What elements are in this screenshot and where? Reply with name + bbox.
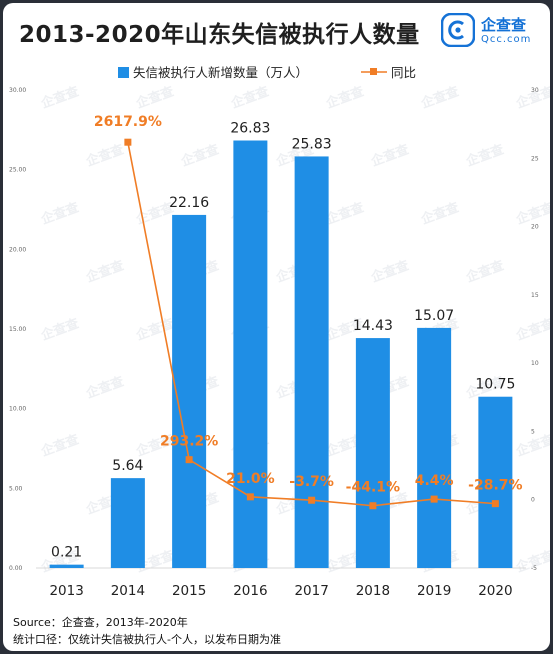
watermark-text: 企查查	[133, 315, 177, 344]
yoy-value-label: 2617.9%	[94, 114, 162, 130]
combo-chart: 企查查 企查查 企查查 企查查 企查查 企查查企查查 企查查 企查查 企查查 企查查企查查 企查查企…	[9, 65, 550, 599]
bar-value-label: 22.16	[169, 195, 209, 211]
left-axis-tick-label: 15.00	[9, 326, 26, 333]
yoy-point	[246, 493, 254, 501]
watermark-text: 企查查	[178, 141, 222, 170]
bar	[233, 140, 268, 568]
category-label: 2015	[172, 583, 206, 599]
yoy-point	[369, 502, 377, 510]
watermark-text: 企查查	[228, 83, 272, 112]
watermark-text: 企查查	[368, 141, 412, 170]
left-axis-tick-label: 10.00	[9, 406, 26, 413]
bar-value-label: 10.75	[475, 377, 515, 393]
left-axis-tick-label: 20.00	[9, 246, 26, 253]
bar-value-label: 15.07	[414, 308, 454, 324]
qcc-logo-icon	[441, 13, 475, 47]
bar	[294, 156, 329, 568]
category-label: 2020	[478, 583, 512, 599]
right-axis-tick-label: 20	[531, 224, 539, 231]
method-note: 统计口径：仅统计失信被执行人-个人，以发布日期为准	[13, 633, 281, 646]
category-label: 2014	[111, 583, 145, 599]
yoy-value-label: -28.7%	[468, 478, 522, 494]
left-axis-tick-label: 5.00	[9, 485, 23, 492]
yoy-value-label: 293.2%	[160, 434, 218, 450]
category-label: 2016	[233, 583, 267, 599]
yoy-value-label: 21.0%	[226, 471, 275, 487]
yoy-point	[430, 495, 438, 503]
yoy-value-label: 4.4%	[415, 473, 454, 489]
watermark-text: 企查查	[38, 199, 82, 228]
watermark-text: 企查查	[38, 431, 82, 460]
watermark-text: 企查查	[513, 315, 550, 344]
legend-bar-swatch	[118, 67, 129, 78]
left-axis-tick-label: 0.00	[9, 565, 23, 572]
yoy-point	[308, 496, 316, 504]
legend-line-marker	[370, 68, 377, 75]
chart-card: 2013-2020年山东失信被执行人数量 企查查 Qcc.com 企查查 企查查企…	[3, 3, 550, 651]
category-label: 2017	[294, 583, 328, 599]
right-axis-tick-label: 25	[531, 155, 539, 162]
yoy-point	[491, 500, 499, 508]
yoy-value-label: -3.7%	[289, 474, 334, 490]
bar-value-label: 25.83	[292, 136, 332, 152]
chart-title: 2013-2020年山东失信被执行人数量	[19, 22, 420, 48]
watermark-text: 企查查	[38, 83, 82, 112]
watermark-text: 企查查	[83, 257, 127, 286]
bar-value-label: 5.64	[112, 458, 143, 474]
watermark-text: 企查查	[83, 141, 127, 170]
watermark-text: 企查查	[368, 257, 412, 286]
watermark-text: 企查查	[83, 373, 127, 402]
category-label: 2019	[417, 583, 451, 599]
left-axis-tick-label: 25.00	[9, 167, 26, 174]
bar	[417, 327, 452, 568]
right-axis-tick-label: 5	[531, 428, 535, 435]
bar	[355, 338, 390, 568]
qcc-logo: 企查查 Qcc.com	[441, 11, 545, 51]
right-axis-tick-label: 0	[531, 497, 535, 504]
bar	[49, 564, 84, 568]
watermark-text: 企查查	[133, 83, 177, 112]
watermark-text: 企查查	[418, 199, 462, 228]
left-axis-tick-label: 30.00	[9, 87, 26, 94]
bar	[478, 396, 513, 568]
watermark-text: 企查查	[463, 257, 507, 286]
bar	[110, 478, 145, 568]
logo-sub: Qcc.com	[481, 34, 532, 45]
watermark-text: 企查查	[418, 83, 462, 112]
yoy-point	[185, 456, 193, 464]
watermark-text: 企查查	[463, 141, 507, 170]
bar-value-label: 0.21	[51, 545, 82, 561]
watermark-text: 企查查	[323, 83, 367, 112]
source-note: Source：企查查，2013年-2020年	[13, 616, 188, 629]
watermark-text: 企查查	[323, 199, 367, 228]
category-label: 2018	[356, 583, 390, 599]
right-axis-tick-label: 10	[531, 360, 539, 367]
legend-line-label: 同比	[391, 65, 416, 80]
right-axis-tick-label: 30	[531, 87, 539, 94]
logo-name: 企查查	[481, 16, 527, 34]
watermark-text: 企查查	[38, 315, 82, 344]
bar-value-label: 26.83	[230, 121, 270, 137]
category-label: 2013	[49, 583, 83, 599]
yoy-point	[124, 138, 132, 146]
bar-value-label: 14.43	[353, 318, 393, 334]
right-axis-tick-label: -5	[531, 565, 537, 572]
right-axis-tick-label: 15	[531, 292, 539, 299]
yoy-value-label: -44.1%	[346, 480, 400, 496]
bar	[172, 214, 207, 568]
legend-bar-label: 失信被执行人新增数量（万人）	[133, 65, 308, 80]
